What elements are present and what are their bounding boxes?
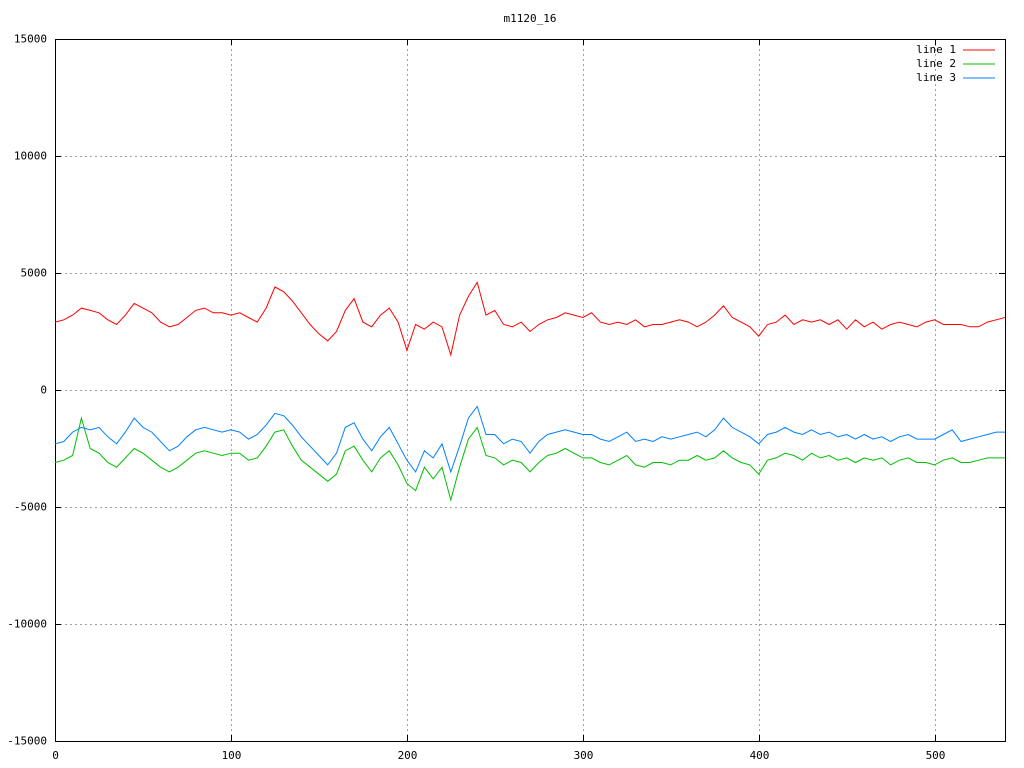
y-tick-label: 15000 — [14, 33, 47, 46]
data-line — [54, 405, 1005, 474]
chart-title: m1120_16 — [504, 12, 557, 25]
x-tick-label: 0 — [52, 749, 59, 762]
y-tick-label: 0 — [40, 384, 47, 397]
y-tick-label: 5000 — [21, 267, 48, 280]
legend-label: line 2 — [916, 57, 956, 70]
data-line — [54, 416, 1005, 502]
x-tick-label: 100 — [222, 749, 242, 762]
x-tick-label: 500 — [926, 749, 946, 762]
legend-label: line 1 — [916, 43, 956, 56]
legend-label: line 3 — [916, 71, 956, 84]
y-tick-label: -10000 — [7, 618, 47, 631]
x-tick-label: 300 — [574, 749, 594, 762]
y-tick-label: -15000 — [7, 735, 47, 748]
data-line — [54, 281, 1006, 357]
y-tick-label: -5000 — [14, 501, 47, 514]
plot-frame — [55, 39, 1006, 742]
x-tick-label: 200 — [398, 749, 418, 762]
x-tick-label: 400 — [750, 749, 770, 762]
y-tick-label: 10000 — [14, 150, 47, 163]
